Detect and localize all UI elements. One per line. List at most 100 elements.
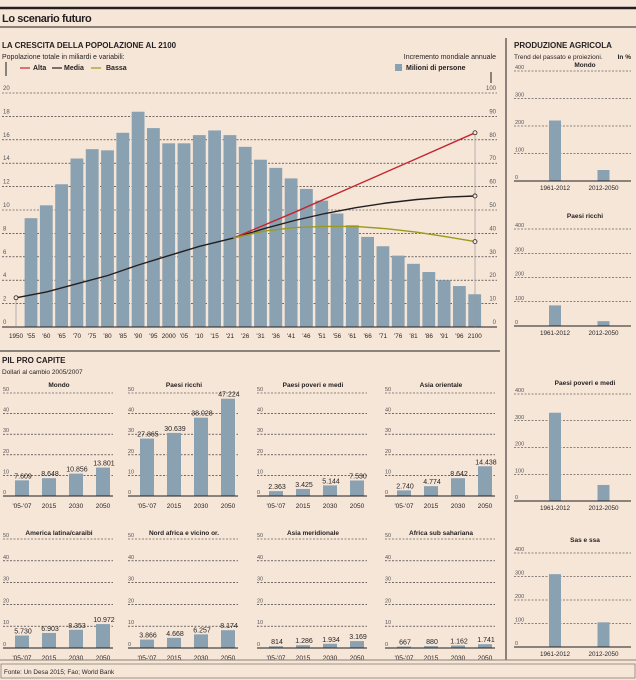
x-tick-label: '86 — [425, 333, 434, 340]
x-tick-label: '10 — [195, 333, 204, 340]
pil-tick-label: 20 — [3, 449, 9, 455]
pil-bar — [296, 488, 310, 496]
x-tick-label: '05 — [180, 333, 189, 340]
endpoint-marker — [472, 193, 478, 199]
pil-tick-label: 40 — [3, 555, 9, 561]
pil-bar — [451, 478, 465, 496]
pil-category-label: '05-'07 — [394, 503, 413, 510]
population-bar — [177, 143, 191, 327]
pil-tick-label: 50 — [385, 387, 391, 393]
pil-category-label: 2015 — [42, 655, 57, 662]
pil-data-label: 1.934 — [322, 637, 340, 644]
pil-tick-label: 30 — [385, 577, 391, 583]
agri-tick-label: 100 — [515, 618, 524, 624]
legend-bars: Milioni di persone — [406, 65, 466, 72]
legend-alta: Alta — [33, 65, 46, 72]
x-tick-label: '26 — [241, 333, 250, 340]
pil-tick-label: 50 — [257, 387, 263, 393]
right-tick-label: 90 — [489, 109, 496, 115]
pil-bar — [478, 644, 492, 648]
pil-bar — [140, 639, 154, 648]
x-tick-label: '15 — [210, 333, 219, 340]
right-tick-label: 20 — [489, 273, 496, 279]
right-tick-label: 40 — [489, 226, 496, 232]
pil-tick-label: 0 — [128, 490, 131, 496]
pil-data-label: 10.856 — [66, 467, 88, 474]
pil-data-label: 667 — [399, 640, 411, 647]
pil-tick-label: 50 — [257, 533, 263, 539]
x-tick-label: '31 — [256, 333, 265, 340]
right-tick-label: 70 — [489, 156, 496, 162]
pil-tick-label: 50 — [3, 533, 9, 539]
left-tick-label: 0 — [3, 320, 7, 326]
pil-tick-label: 50 — [3, 387, 9, 393]
pil-data-label: 4.668 — [166, 631, 184, 638]
pil-category-label: '05-'07 — [12, 655, 31, 662]
population-bar — [361, 236, 374, 327]
x-tick-label: '55 — [27, 333, 36, 340]
pil-bar — [96, 467, 110, 496]
left-tick-label: 10 — [3, 203, 10, 209]
pil-tick-label: 40 — [257, 555, 263, 561]
agri-bar — [549, 120, 561, 181]
x-tick-label: '90 — [134, 333, 143, 340]
pil-data-label: 5.730 — [14, 629, 32, 636]
agri-tick-label: 400 — [515, 223, 524, 229]
agri-bar — [597, 170, 610, 181]
pil-tick-label: 50 — [128, 387, 134, 393]
pil-tick-label: 20 — [385, 598, 391, 604]
pil-category-label: 2050 — [221, 655, 236, 662]
pil-tick-label: 0 — [128, 642, 131, 648]
pil-category-label: 2015 — [296, 655, 311, 662]
pil-data-label: 880 — [426, 639, 438, 646]
pil-title: PIL PRO CAPITE — [2, 356, 66, 365]
population-bar — [101, 150, 114, 327]
agri-tick-label: 200 — [515, 120, 524, 126]
right-tick-label: 80 — [489, 133, 496, 139]
agri-tick-label: 100 — [515, 296, 524, 302]
series-line-alta — [233, 132, 476, 239]
pil-tick-label: 10 — [128, 620, 134, 626]
agri-tick-label: 0 — [515, 495, 518, 501]
pil-category-label: '05-'07 — [266, 503, 285, 510]
x-tick-label: '41 — [287, 333, 296, 340]
population-bar — [70, 158, 84, 327]
pil-tick-label: 10 — [3, 620, 9, 626]
pil-tick-label: 20 — [128, 449, 134, 455]
pil-tick-label: 0 — [257, 490, 260, 496]
pil-bar — [478, 466, 492, 496]
agri-tick-label: 200 — [515, 594, 524, 600]
pil-category-label: 2015 — [167, 655, 182, 662]
population-bar — [407, 263, 420, 327]
x-tick-label: '91 — [440, 333, 449, 340]
series-line-media — [15, 195, 476, 299]
right-axis-label: Incremento mondiale annuale — [404, 54, 496, 61]
x-tick-label: '60 — [42, 333, 51, 340]
left-tick-label: 18 — [3, 109, 10, 115]
endpoint-marker — [472, 130, 478, 136]
left-tick-label: 16 — [3, 133, 10, 139]
pil-tick-label: 30 — [385, 428, 391, 434]
x-tick-label: '76 — [394, 333, 403, 340]
agri-panel-title: Paesi ricchi — [567, 213, 603, 220]
x-tick-label: '66 — [363, 333, 372, 340]
pil-category-label: 2030 — [194, 503, 209, 510]
pil-category-label: 2030 — [69, 503, 84, 510]
pil-bar — [194, 634, 208, 648]
pil-category-label: 2015 — [296, 503, 311, 510]
endpoint-marker — [472, 239, 478, 244]
pil-data-label: 4.774 — [423, 479, 441, 486]
population-bar — [330, 213, 344, 327]
pil-category-label: 2030 — [451, 655, 466, 662]
agri-tick-label: 400 — [515, 547, 524, 553]
right-tick-label: 60 — [489, 180, 496, 186]
pil-data-label: 3.425 — [295, 482, 313, 489]
agri-category-label: 1961-2012 — [540, 330, 571, 337]
agri-tick-label: 400 — [515, 388, 524, 394]
pil-bar — [167, 432, 181, 496]
pil-tick-label: 10 — [385, 469, 391, 475]
pil-bar — [42, 478, 56, 496]
pil-data-label: 14.438 — [475, 459, 497, 466]
right-tick-label: 50 — [489, 203, 496, 209]
pil-tick-label: 40 — [3, 408, 9, 414]
